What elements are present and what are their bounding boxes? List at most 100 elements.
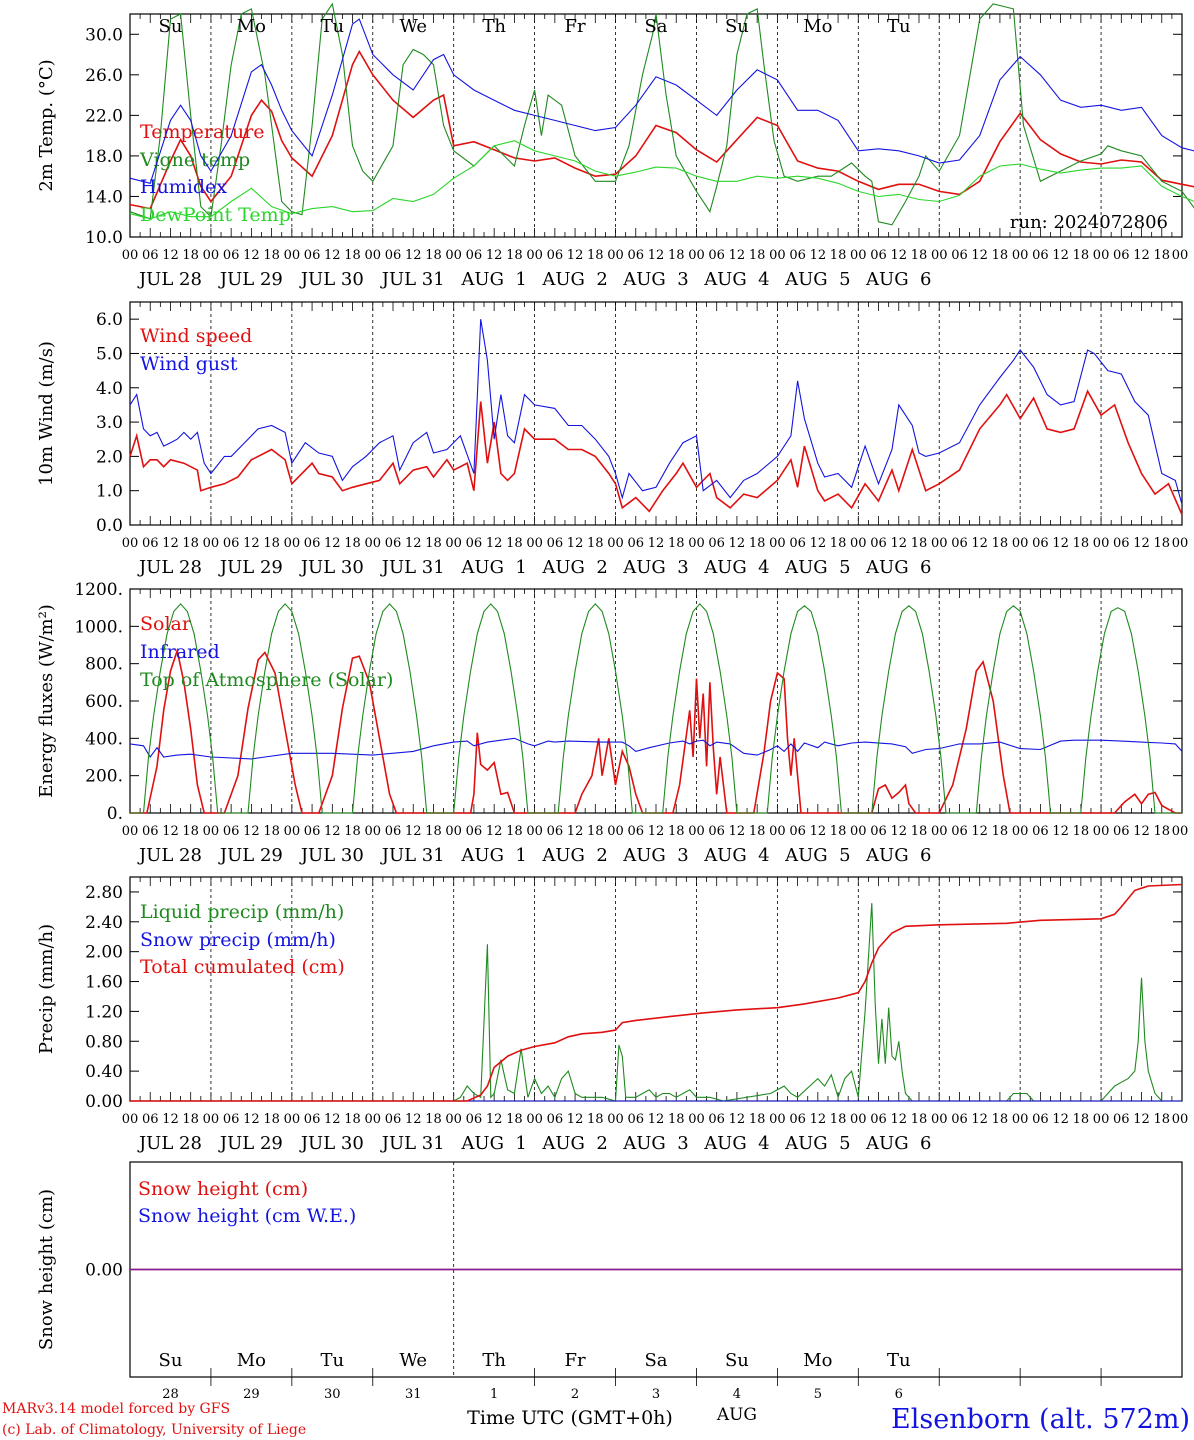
hour-label: 06: [627, 536, 644, 551]
hour-label: 06: [1113, 824, 1130, 839]
bottom-month-label: AUG: [716, 1405, 757, 1425]
hour-label: 00: [526, 248, 543, 263]
hour-label: 12: [729, 536, 746, 551]
bottom-day-number: 31: [405, 1387, 422, 1402]
weekday-label: We: [399, 16, 427, 37]
hour-label: 18: [263, 1112, 280, 1127]
day-label: JUL 28: [137, 1133, 202, 1154]
legend-entry: Vigne temp: [139, 149, 250, 171]
hour-label: 18: [749, 1112, 766, 1127]
hour-label: 06: [385, 824, 402, 839]
weekday-label: Tu: [321, 16, 345, 37]
hour-label: 06: [547, 248, 564, 263]
x-axis-label: Time UTC (GMT+0h): [467, 1407, 673, 1429]
hour-label: 12: [243, 536, 260, 551]
weekday-label-bottom: Tu: [887, 1350, 911, 1371]
y-tick-label: 10.0: [85, 228, 123, 248]
y-tick-label: 22.0: [85, 106, 123, 126]
hour-label: 00: [445, 824, 462, 839]
hour-label: 12: [405, 536, 422, 551]
y-tick-label: 14.0: [85, 187, 123, 207]
weekday-label: Mo: [237, 16, 266, 37]
day-label: AUG 4: [703, 1133, 769, 1154]
hour-label: 06: [142, 536, 159, 551]
series-line-1: [129, 319, 1183, 505]
day-label: AUG 3: [622, 269, 688, 290]
hour-label: 18: [344, 536, 361, 551]
day-label: JUL 30: [299, 269, 364, 290]
y-tick-label: 3.0: [96, 413, 123, 433]
hour-label: 18: [1153, 248, 1170, 263]
hour-label: 12: [162, 248, 179, 263]
day-label: AUG 3: [622, 845, 688, 866]
hour-label: 00: [526, 1112, 543, 1127]
hour-label: 06: [223, 1112, 240, 1127]
day-label: AUG 6: [865, 557, 931, 578]
hour-label: 00: [607, 536, 624, 551]
series-line-0: [129, 389, 1183, 516]
day-label: AUG 5: [784, 845, 850, 866]
y-axis-label: Energy fluxes (W/m²): [36, 604, 57, 798]
day-label: AUG 5: [784, 269, 850, 290]
bottom-day-number: 6: [895, 1387, 903, 1402]
day-label: JUL 31: [380, 557, 445, 578]
hour-label: 12: [648, 1112, 665, 1127]
day-label: AUG 1: [460, 557, 526, 578]
footer-credit-line: (c) Lab. of Climatology, University of L…: [2, 1422, 306, 1438]
hour-label: 06: [951, 824, 968, 839]
hour-label: 12: [810, 248, 827, 263]
hour-label: 12: [971, 1112, 988, 1127]
hour-label: 12: [567, 248, 584, 263]
hour-label: 06: [547, 536, 564, 551]
y-tick-label: 5.0: [96, 344, 123, 364]
series-line-0: [130, 903, 1182, 1102]
day-label: AUG 3: [622, 557, 688, 578]
bottom-day-number: 1: [490, 1387, 498, 1402]
hour-label: 00: [1172, 248, 1189, 263]
y-tick-label: 2.80: [85, 883, 123, 903]
hour-label: 18: [587, 536, 604, 551]
hour-label: 18: [425, 248, 442, 263]
weekday-label: Mo: [803, 16, 832, 37]
weekday-label: Fr: [565, 16, 586, 37]
weekday-label: Su: [725, 16, 749, 37]
hour-label: 00: [1093, 1112, 1110, 1127]
series-line-1: [129, 2, 1194, 226]
hour-label: 18: [668, 824, 685, 839]
hour-label: 06: [1113, 248, 1130, 263]
y-tick-label: 6.0: [96, 310, 123, 330]
panel-4: 0.00 Snow height (cm) Snow height (cm) Snow…: [36, 1161, 1183, 1386]
y-axis-label: 10m Wind (m/s): [36, 341, 57, 486]
day-label: JUL 29: [218, 557, 283, 578]
hour-label: 18: [911, 536, 928, 551]
hour-label: 18: [749, 248, 766, 263]
hour-label: 06: [870, 824, 887, 839]
hour-label: 00: [284, 536, 301, 551]
hour-label: 18: [587, 824, 604, 839]
hour-label: 18: [182, 1112, 199, 1127]
legend-entry: Temperature: [140, 121, 264, 143]
y-tick-label: 0.00: [85, 1261, 123, 1281]
hour-label: 06: [547, 824, 564, 839]
legend-entry: Humidex: [140, 176, 227, 198]
legend-entry: Snow precip (mm/h): [140, 929, 336, 951]
day-label: JUL 29: [218, 269, 283, 290]
day-label: AUG 2: [541, 557, 607, 578]
hour-label: 00: [850, 536, 867, 551]
hour-label: 06: [1032, 536, 1049, 551]
hour-label: 00: [1093, 536, 1110, 551]
hour-label: 12: [648, 824, 665, 839]
y-tick-label: 0.40: [85, 1062, 123, 1082]
day-label: AUG 3: [622, 1133, 688, 1154]
hour-label: 12: [324, 1112, 341, 1127]
hour-label: 12: [243, 248, 260, 263]
day-label: AUG 5: [784, 557, 850, 578]
hour-label: 12: [567, 1112, 584, 1127]
hour-label: 06: [951, 1112, 968, 1127]
bottom-day-number: 2: [571, 1387, 579, 1402]
bottom-day-number: 28: [162, 1387, 179, 1402]
weekday-label-bottom: Sa: [644, 1350, 667, 1371]
hour-label: 00: [284, 1112, 301, 1127]
hour-label: 00: [931, 536, 948, 551]
